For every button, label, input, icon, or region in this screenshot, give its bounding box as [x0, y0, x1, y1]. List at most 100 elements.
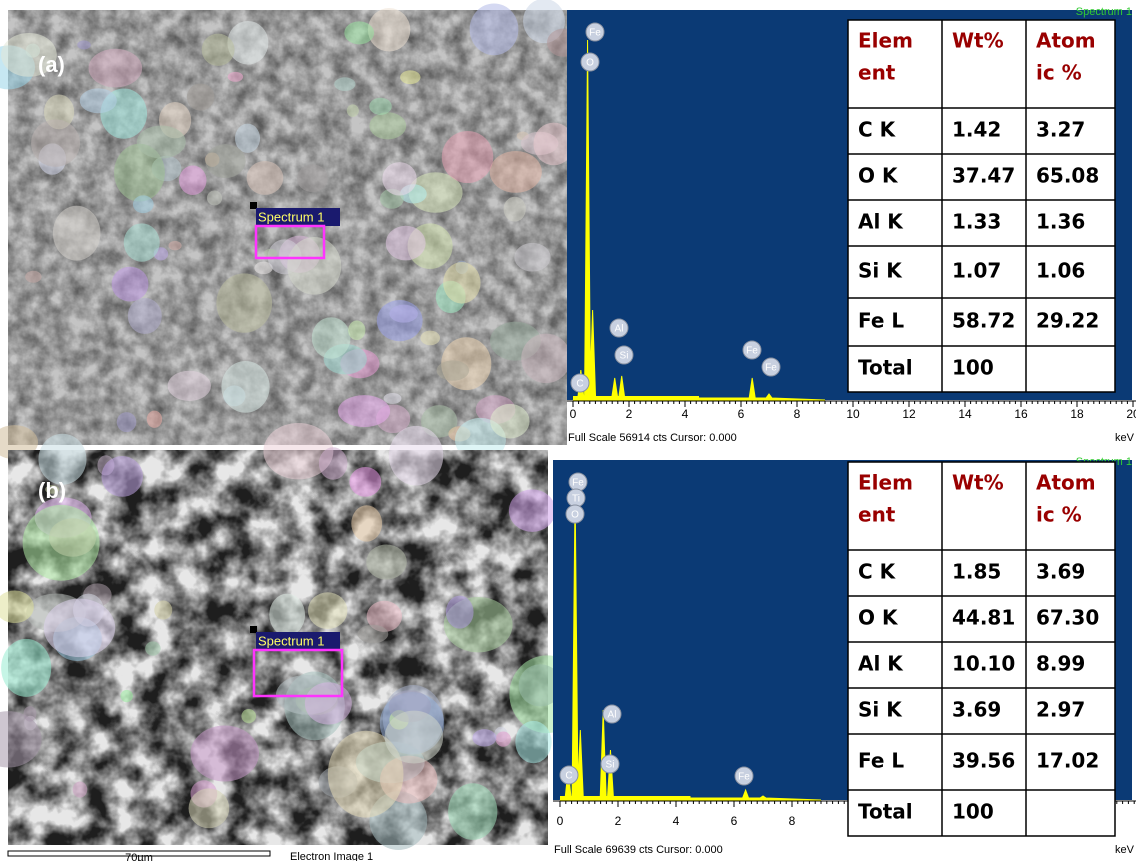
table-cell: 10.10 — [952, 652, 1015, 676]
panel-label: (b) — [38, 478, 66, 503]
particle — [312, 317, 351, 358]
particle — [358, 625, 389, 643]
x-tick-label: 0 — [570, 407, 577, 421]
table-cell: C K — [858, 560, 897, 584]
table-header: Elem — [858, 29, 913, 53]
table-cell: 67.30 — [1036, 606, 1099, 630]
table-cell: Al K — [858, 210, 904, 234]
peak-label: C — [565, 771, 572, 782]
particle — [472, 729, 496, 746]
table-cell: Si K — [858, 259, 903, 283]
peak-label: C — [576, 379, 583, 390]
panel-label: (a) — [38, 52, 65, 77]
table-cell: 1.85 — [952, 560, 1001, 584]
particle — [369, 98, 392, 115]
particle — [1, 639, 51, 697]
table-cell: 8.99 — [1036, 652, 1085, 676]
table-cell: Fe L — [858, 309, 904, 333]
particle — [112, 267, 149, 302]
status-line: Full Scale 56914 cts Cursor: 0.000 — [568, 432, 737, 444]
table-cell: 1.36 — [1036, 210, 1085, 234]
particle — [521, 334, 571, 383]
peak-label: Si — [606, 760, 615, 771]
particle — [437, 360, 470, 380]
particle — [351, 505, 382, 541]
table-header: ent — [858, 503, 896, 527]
particle — [137, 125, 186, 158]
x-tick-label: 12 — [902, 407, 916, 421]
particle — [443, 262, 480, 304]
particle — [202, 34, 235, 66]
particle — [53, 206, 101, 261]
particle — [305, 682, 352, 724]
axis-unit: keV — [1115, 432, 1135, 444]
peak-label: Fe — [589, 28, 601, 39]
particle — [287, 237, 341, 295]
table-cell: 3.27 — [1036, 118, 1085, 142]
table-header: ent — [858, 61, 896, 85]
table-cell: 17.02 — [1036, 749, 1099, 773]
particle — [366, 545, 407, 580]
figure: (a)Spectrum 1Spectrum 1FeOCAlSiFeFe02468… — [0, 0, 1136, 861]
table-header: ic % — [1036, 503, 1082, 527]
particle — [377, 300, 423, 341]
particle — [264, 249, 277, 258]
particle — [154, 601, 172, 620]
particle — [369, 112, 406, 139]
x-tick-label: 2 — [626, 407, 633, 421]
table-cell: C K — [858, 118, 897, 142]
particle — [133, 195, 154, 213]
particle — [338, 395, 390, 427]
particle — [147, 411, 162, 428]
table-header: Atom — [1036, 471, 1096, 495]
particle — [386, 226, 426, 261]
particle — [347, 104, 359, 117]
particle — [31, 119, 80, 166]
table-cell: 1.33 — [952, 210, 1001, 234]
marker-cross — [250, 626, 257, 633]
marker-label: Spectrum 1 — [258, 209, 324, 224]
peak-label: Fe — [738, 772, 750, 783]
particle — [89, 49, 143, 88]
marker-cross — [250, 202, 257, 209]
peak-label: O — [571, 510, 579, 521]
particle — [23, 505, 100, 581]
x-tick-label: 8 — [794, 407, 801, 421]
particle — [319, 447, 348, 480]
particle — [101, 456, 143, 497]
particle — [514, 243, 550, 272]
particle — [124, 223, 160, 261]
particle — [515, 721, 551, 763]
particle — [228, 72, 243, 82]
table-cell: 44.81 — [952, 606, 1015, 630]
status-line: Full Scale 69639 cts Cursor: 0.000 — [554, 844, 723, 856]
particle — [490, 151, 542, 193]
particle — [168, 241, 181, 250]
table-cell: 29.22 — [1036, 309, 1099, 333]
particle — [344, 21, 374, 44]
table-cell: 100 — [952, 800, 994, 824]
peak-label: Al — [615, 324, 624, 335]
particle — [504, 197, 526, 222]
table-cell: 3.69 — [1036, 560, 1085, 584]
particle — [368, 8, 410, 51]
particle — [120, 690, 132, 702]
particle — [382, 162, 416, 195]
table-header: ic % — [1036, 61, 1082, 85]
particle — [241, 709, 256, 723]
x-tick-label: 20 — [1126, 407, 1136, 421]
table-header: Atom — [1036, 29, 1096, 53]
table-cell: O K — [858, 606, 899, 630]
particle — [247, 161, 284, 195]
peak-label: Si — [620, 351, 629, 362]
image-caption: Electron Image 1 — [290, 851, 373, 861]
particle — [384, 393, 402, 404]
x-tick-label: 4 — [682, 407, 689, 421]
table-cell: Si K — [858, 698, 903, 722]
spectrum-baseline — [573, 396, 699, 400]
table-cell: 39.56 — [952, 749, 1015, 773]
x-tick-label: 4 — [673, 814, 680, 828]
marker-label: Spectrum 1 — [258, 633, 324, 648]
table-header: Wt% — [952, 471, 1004, 495]
table-cell: Total — [858, 800, 913, 824]
